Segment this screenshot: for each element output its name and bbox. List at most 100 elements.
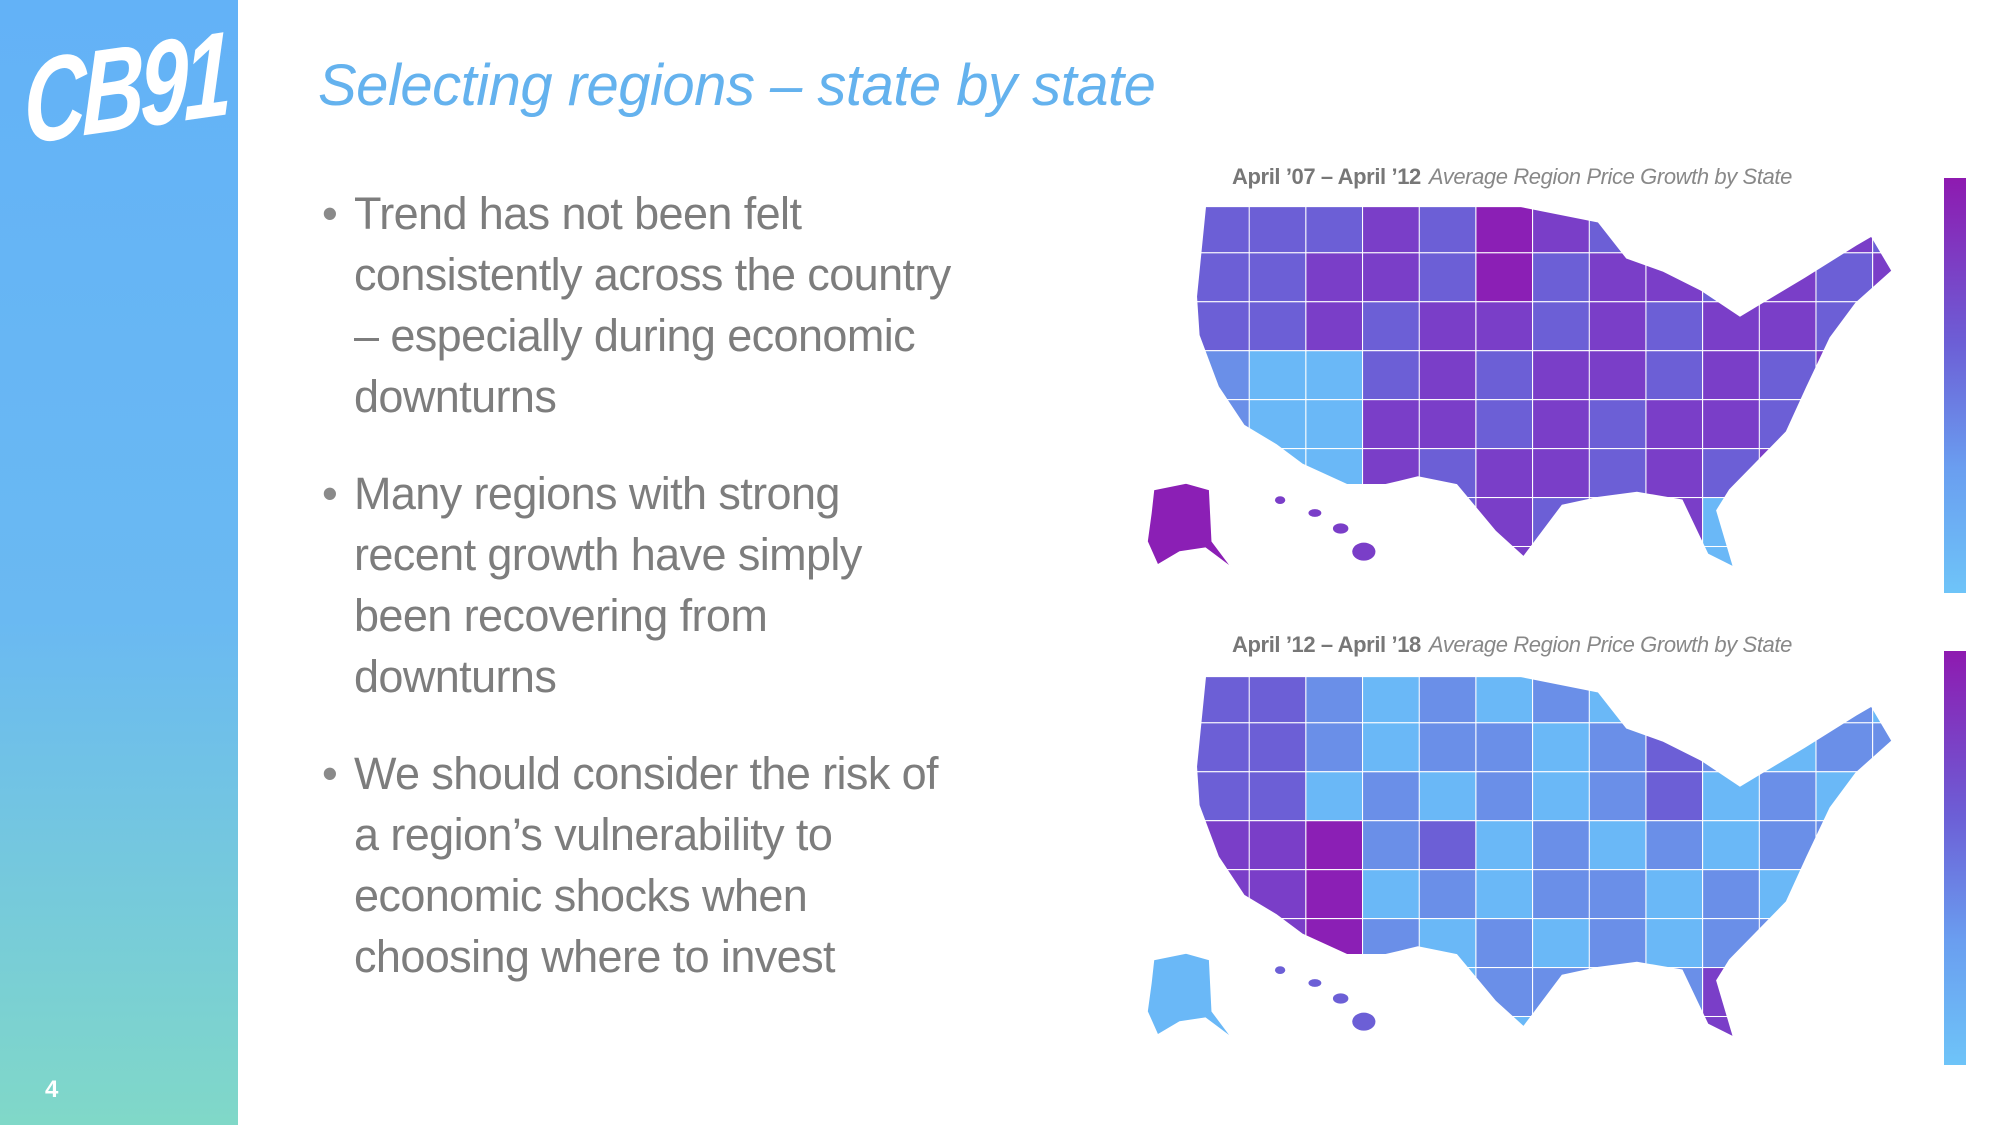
state <box>1248 722 1307 773</box>
state <box>1475 1015 1534 1038</box>
state <box>1418 1015 1477 1038</box>
state <box>1588 545 1647 568</box>
state <box>1815 301 1874 352</box>
state <box>1475 252 1534 303</box>
state <box>1872 918 1892 969</box>
state <box>1588 350 1647 401</box>
state <box>1645 399 1704 450</box>
state <box>1588 722 1647 773</box>
state <box>1532 820 1601 871</box>
state <box>1332 993 1349 1004</box>
state <box>1475 350 1534 401</box>
state <box>1248 918 1307 969</box>
state <box>1475 301 1534 352</box>
state <box>1872 399 1892 450</box>
state <box>1362 869 1431 920</box>
state <box>1815 399 1874 450</box>
logo: CB91 <box>24 6 228 170</box>
state <box>1645 771 1704 822</box>
state <box>1305 448 1364 499</box>
state <box>1362 350 1431 401</box>
state <box>1645 676 1704 724</box>
state <box>1305 206 1364 254</box>
state <box>1815 252 1874 303</box>
bullet: Trend has not been felt consistently acr… <box>322 183 964 427</box>
us-outline <box>1195 675 1893 1039</box>
state <box>1815 918 1874 969</box>
state <box>1702 545 1771 568</box>
state <box>1147 482 1232 568</box>
state <box>1305 722 1364 773</box>
page-number: 4 <box>45 1076 59 1103</box>
us-outline <box>1195 205 1893 569</box>
state <box>1645 1015 1704 1038</box>
state <box>1758 967 1817 1018</box>
state <box>1305 676 1364 724</box>
map-caption-text: Average Region Price Growth by State <box>1428 632 1792 657</box>
state <box>1872 301 1892 352</box>
sidebar: CB91 4 <box>0 0 238 1125</box>
state <box>1305 869 1364 920</box>
state <box>1362 301 1431 352</box>
states <box>1196 206 1892 568</box>
state <box>1418 722 1477 773</box>
state <box>1872 252 1892 303</box>
state <box>1475 676 1534 724</box>
map-caption-text: Average Region Price Growth by State <box>1428 164 1792 189</box>
state <box>1248 545 1307 568</box>
state <box>1418 252 1477 303</box>
state <box>1872 545 1892 568</box>
state <box>1248 448 1307 499</box>
state <box>1362 252 1431 303</box>
state <box>1758 722 1817 773</box>
state <box>1305 967 1364 1018</box>
state <box>1418 206 1477 254</box>
state <box>1702 399 1771 450</box>
state <box>1418 399 1477 450</box>
state <box>1702 252 1771 303</box>
state <box>1872 820 1892 871</box>
state <box>1475 722 1534 773</box>
state <box>1645 820 1704 871</box>
state <box>1645 497 1704 548</box>
state <box>1248 869 1307 920</box>
state <box>1758 301 1817 352</box>
state <box>1418 820 1477 871</box>
state <box>1475 448 1534 499</box>
slide-title: Selecting regions – state by state <box>318 53 1156 118</box>
state <box>1305 771 1364 822</box>
state <box>1418 545 1477 568</box>
state <box>1645 350 1704 401</box>
state <box>1248 1015 1307 1038</box>
state <box>1645 918 1704 969</box>
state <box>1248 399 1307 450</box>
state <box>1532 918 1601 969</box>
state <box>1815 206 1874 254</box>
state <box>1475 869 1534 920</box>
us-map <box>1147 205 1893 569</box>
state <box>1815 497 1874 548</box>
state <box>1702 820 1771 871</box>
state <box>1645 967 1704 1018</box>
state <box>1532 1015 1601 1038</box>
state <box>1588 771 1647 822</box>
state <box>1872 350 1892 401</box>
state <box>1758 918 1817 969</box>
state <box>1418 676 1477 724</box>
state <box>1588 252 1647 303</box>
state <box>1305 301 1364 352</box>
state <box>1645 301 1704 352</box>
color-scale <box>1944 178 1966 593</box>
state <box>1418 967 1477 1018</box>
state <box>1332 523 1349 534</box>
state <box>1758 206 1817 254</box>
state <box>1532 252 1601 303</box>
state <box>1475 545 1534 568</box>
state <box>1758 448 1817 499</box>
state <box>1418 918 1477 969</box>
state <box>1532 350 1601 401</box>
state <box>1758 771 1817 822</box>
state <box>1588 399 1647 450</box>
state <box>1308 509 1322 517</box>
state <box>1758 869 1817 920</box>
